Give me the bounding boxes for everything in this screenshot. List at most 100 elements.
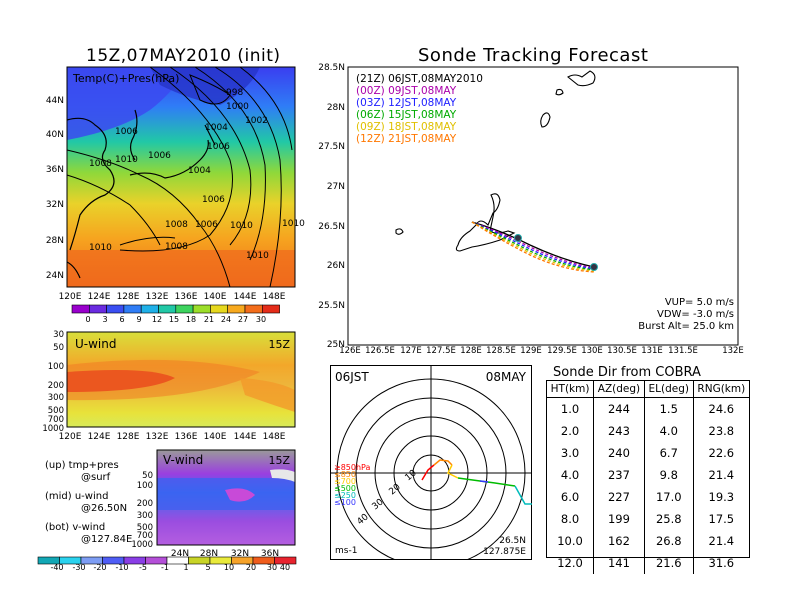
cell-az: 237 <box>593 464 645 486</box>
trajectory-marker <box>590 263 598 271</box>
track-lat-tick: 26.5N <box>318 222 345 232</box>
wind-colorbar-label: -20 <box>93 563 106 572</box>
track-lon-tick: 126E <box>339 346 361 355</box>
map-lon-tick: 124E <box>88 292 111 302</box>
pres-label: 1006 <box>115 127 138 137</box>
param-burst: Burst Alt= 25.0 km <box>638 321 734 332</box>
cell-rng: 19.3 <box>692 486 749 508</box>
u-lon-tick: 148E <box>263 432 286 442</box>
u-lon-tick: 128E <box>117 432 140 442</box>
temp-colorbar-swatch <box>227 304 246 314</box>
pres-label: 1000 <box>226 102 249 112</box>
table-row: 6.0 227 17.0 19.3 <box>547 486 749 508</box>
map-lon-tick: 128E <box>117 292 140 302</box>
pres-label: 1006 <box>207 142 230 152</box>
track-lon-tick: 132E <box>722 346 744 355</box>
pressure-legend-item: ≥850hPa <box>334 463 371 472</box>
map-lon-tick: 140E <box>204 292 227 302</box>
table-header: AZ(deg) <box>593 381 645 398</box>
pres-label: 1010 <box>282 219 305 229</box>
table-row: 1.0 244 1.5 24.6 <box>547 397 749 420</box>
polar-unit: ms-1 <box>335 546 357 556</box>
cell-az: 227 <box>593 486 645 508</box>
track-legend-item: (00Z) 09JST,08MAY <box>356 85 457 97</box>
pres-label: 1006 <box>148 151 171 161</box>
v-lat-tick: 24N <box>171 549 189 559</box>
cell-ht: 3.0 <box>560 446 580 460</box>
map-lat-tick: 28N <box>46 236 64 246</box>
temp-colorbar-swatch <box>192 304 211 314</box>
cell-rng: 31.6 <box>692 552 749 574</box>
legend-line: (up) tmp+pres <box>45 460 119 471</box>
wind-colorbar-label: 30 <box>267 563 277 572</box>
map-lat-tick: 36N <box>46 165 64 175</box>
temp-colorbar-label: 27 <box>238 315 248 324</box>
temp-pressure-map: 998 1000 1002 1004 1006 1006 1006 1008 1… <box>66 66 305 288</box>
pres-label: 1008 <box>165 220 188 230</box>
pres-label: 1008 <box>165 242 188 252</box>
v-p-tick: 100 <box>137 481 153 491</box>
u-lon-tick: 140E <box>204 432 227 442</box>
trajectory-marker <box>514 234 522 242</box>
cell-el: 25.8 <box>643 508 694 530</box>
cell-az: 244 <box>593 397 645 420</box>
pres-label: 1004 <box>188 166 211 176</box>
polar-time-right: 08MAY <box>486 370 527 384</box>
sonde-table: HT(km) AZ(deg) EL(deg) RNG(km) 1.0 244 1.5… <box>547 381 749 574</box>
track-legend-item: (09Z) 18JST,08MAY <box>356 121 457 133</box>
trajectory-line <box>471 221 595 269</box>
u-wind-panel: U-wind 15Z 30 50 100 200 300 500 700 100… <box>42 330 296 442</box>
track-lat-tick: 27N <box>327 182 345 192</box>
v-p-tick: 200 <box>137 499 153 509</box>
map-lon-tick: 144E <box>234 292 257 302</box>
v-p-tick: 1000 <box>131 540 153 550</box>
trajectory-line <box>471 221 595 272</box>
tracking-title: Sonde Tracking Forecast <box>418 45 649 66</box>
wind-colorbar-label: 1 <box>183 563 188 572</box>
pres-label: 1010 <box>230 221 253 231</box>
u-lon-tick: 144E <box>234 432 257 442</box>
cell-rng: 24.6 <box>692 397 749 420</box>
cell-az: 162 <box>593 530 645 552</box>
param-vdw: VDW= -3.0 m/s <box>657 309 734 320</box>
wind-colorbar-label: -30 <box>72 563 85 572</box>
temp-colorbar-label: 18 <box>186 315 196 324</box>
pres-label: 1008 <box>89 159 112 169</box>
cell-rng: 17.5 <box>692 508 749 530</box>
tracking-map: (21Z) 06JST,08MAY2010(00Z) 09JST,08MAY(0… <box>318 63 744 355</box>
cell-ht: 6.0 <box>560 490 580 504</box>
u-p-tick: 700 <box>48 415 64 425</box>
v-lat-tick: 36N <box>261 549 279 559</box>
pres-label: 1002 <box>245 116 268 126</box>
wind-colorbar-label: 10 <box>224 563 234 572</box>
track-lon-tick: 131E <box>641 346 663 355</box>
table-header: EL(deg) <box>643 381 694 398</box>
wind-colorbar-label: -1 <box>161 563 169 572</box>
pres-label: 1006 <box>195 220 218 230</box>
cell-ht: 1.0 <box>560 402 580 416</box>
track-lat-tick: 28.5N <box>318 63 345 73</box>
track-lon-tick: 130.5E <box>607 346 637 355</box>
table-row: 8.0 199 25.8 17.5 <box>547 508 749 530</box>
cell-el: 17.0 <box>643 486 694 508</box>
track-lat-tick: 26N <box>327 261 345 271</box>
param-vup: VUP= 5.0 m/s <box>665 297 734 308</box>
legend-line: @127.84E <box>81 534 133 545</box>
track-lon-tick: 129E <box>520 346 542 355</box>
cell-ht: 4.0 <box>560 468 580 482</box>
hodograph-segment <box>433 459 453 466</box>
temp-colorbar-label: 21 <box>204 315 214 324</box>
temp-colorbar-label: 9 <box>136 315 141 324</box>
sonde-table-box: HT(km) AZ(deg) EL(deg) RNG(km) 1.0 244 1.5… <box>546 380 750 574</box>
panel-legend: (up) tmp+pres @surf (mid) u-wind @26.50N… <box>45 460 132 546</box>
cell-el: 1.5 <box>643 397 694 420</box>
track-legend-item: (06Z) 15JST,08MAY <box>356 109 457 121</box>
track-lon-tick: 129.5E <box>547 346 577 355</box>
pressure-legend-item: ≤500 <box>334 484 356 493</box>
wind-colorbar-label: -10 <box>115 563 128 572</box>
track-lon-tick: 130E <box>581 346 603 355</box>
temp-colorbar-swatch <box>244 304 263 314</box>
track-lat-tick: 25.5N <box>318 301 345 311</box>
cell-el: 4.0 <box>643 420 694 442</box>
cell-az: 199 <box>593 508 645 530</box>
